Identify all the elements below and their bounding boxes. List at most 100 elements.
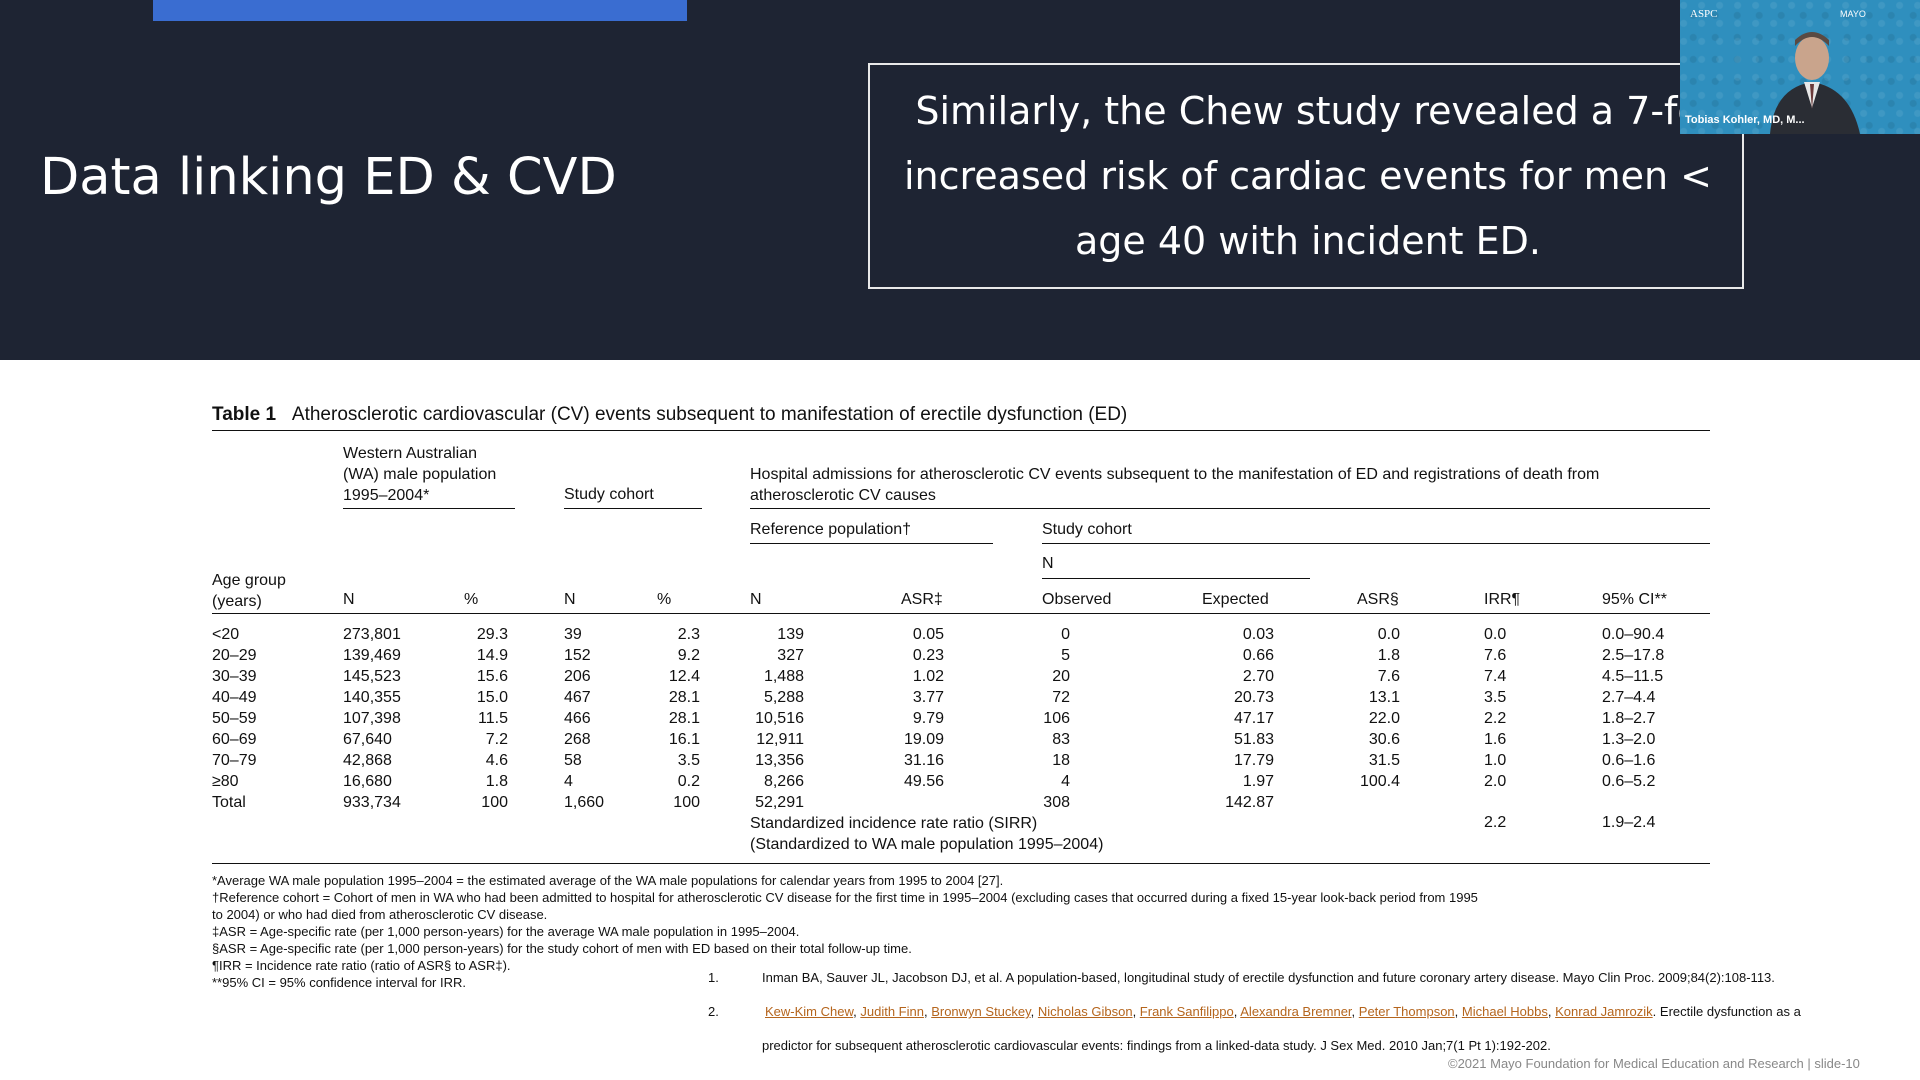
col-header: N (750, 591, 762, 608)
table-cell: 0.05 (912, 626, 944, 643)
table-bottom-rule (212, 863, 1710, 864)
table-cell: 107,398 (343, 710, 401, 727)
table-cell: 47.17 (1233, 710, 1274, 727)
header-wa-population: Western Australian (WA) male population … (343, 443, 496, 506)
table-cell: 1.8 (1377, 647, 1400, 664)
table-cell: 100 (673, 794, 700, 811)
table-cell: 2.2 (1484, 710, 1507, 727)
reference-text: Kew-Kim Chew, Judith Finn, Bronwyn Stuck… (765, 1004, 1801, 1019)
footnote: ¶IRR = Incidence rate ratio (ratio of AS… (212, 958, 511, 973)
table-cell: 2.3 (677, 626, 700, 643)
table-cell: 152 (564, 647, 591, 664)
table-cell: 14.9 (476, 647, 508, 664)
age-group-cell: 30–39 (212, 668, 257, 685)
age-group-cell: 60–69 (212, 731, 257, 748)
table-cell: 327 (777, 647, 804, 664)
table-cell: 0.6–1.6 (1602, 752, 1656, 769)
header-age-group: Age group (years) (212, 570, 286, 612)
col-header: ASR§ (1357, 591, 1399, 608)
author-link[interactable]: Kew-Kim Chew (765, 1004, 854, 1019)
footnote: ‡ASR = Age-specific rate (per 1,000 pers… (212, 924, 800, 939)
author-link[interactable]: Alexandra Bremner (1240, 1004, 1352, 1019)
sirr-label-line: (Standardized to WA male population 1995… (750, 836, 1104, 853)
table-cell: 72 (1052, 689, 1070, 706)
col-header: N (343, 591, 355, 608)
header-hospital-line: Hospital admissions for atherosclerotic … (750, 466, 1600, 483)
table-cell: 28.1 (668, 710, 700, 727)
author-link[interactable]: Bronwyn Stuckey (931, 1004, 1031, 1019)
header-wa-line: (WA) male population (343, 466, 497, 483)
table-cell: 0.2 (677, 773, 700, 790)
footnote: §ASR = Age-specific rate (per 1,000 pers… (212, 941, 912, 956)
participant-avatar (1770, 32, 1860, 134)
col-header: Expected (1202, 591, 1269, 608)
table-caption: Table 1 Atherosclerotic cardiovascular (… (212, 404, 1127, 426)
table-cell: 206 (564, 668, 591, 685)
table-cell: 100 (481, 794, 508, 811)
table-cell: 13.1 (1368, 689, 1400, 706)
header-rule (564, 508, 702, 509)
footnote: †Reference cohort = Cohort of men in WA … (212, 890, 1478, 905)
table-cell: 49.56 (903, 773, 944, 790)
video-participant-tile[interactable]: ASPC MAYO Tobias Kohler, MD, M... (1680, 0, 1920, 134)
author-link[interactable]: Konrad Jamrozik (1555, 1004, 1653, 1019)
table-cell: 83 (1052, 731, 1070, 748)
table-cell: 1.8–2.7 (1602, 710, 1656, 727)
table-cell: 0.66 (1242, 647, 1274, 664)
table-cell: 7.6 (1377, 668, 1400, 685)
table-cell: 16,680 (343, 773, 392, 790)
table-cell: 145,523 (343, 668, 401, 685)
sirr-label: Standardized incidence rate ratio (SIRR)… (750, 813, 1103, 855)
table-cell: 106 (1043, 710, 1070, 727)
author-link[interactable]: Judith Finn (860, 1004, 924, 1019)
age-group-cell: 70–79 (212, 752, 257, 769)
table-cell: 52,291 (755, 794, 804, 811)
col-header: 95% CI** (1602, 591, 1667, 608)
table-cell: 18 (1052, 752, 1070, 769)
table-cell: 273,801 (343, 626, 401, 643)
header-wa-line: 1995–2004* (343, 487, 430, 504)
table-cell: 16.1 (668, 731, 700, 748)
table-cell: 4 (564, 773, 573, 790)
table-cell: 11.5 (478, 710, 508, 727)
table-cell: 100.4 (1359, 773, 1400, 790)
header-rule (1042, 578, 1310, 579)
table-cell: 1,660 (564, 794, 605, 811)
author-link[interactable]: Nicholas Gibson (1037, 1004, 1133, 1019)
table-cell: 12.4 (668, 668, 700, 685)
table-cell: 4.6 (485, 752, 508, 769)
header-wa-line: Western Australian (343, 445, 477, 462)
author-link[interactable]: Peter Thompson (1358, 1004, 1455, 1019)
table-cell: 466 (564, 710, 591, 727)
author-link[interactable]: Michael Hobbs (1461, 1004, 1548, 1019)
table-cell: 1.02 (912, 668, 944, 685)
reference-2-continued: predictor for subsequent atherosclerotic… (762, 1038, 1551, 1053)
footnote: *Average WA male population 1995–2004 = … (212, 873, 1004, 888)
table-cell: 58 (564, 752, 582, 769)
author-link[interactable]: Frank Sanfilippo (1139, 1004, 1234, 1019)
table-top-rule (212, 430, 1710, 431)
table-cell: 39 (564, 626, 582, 643)
table-cell: 3.77 (912, 689, 944, 706)
table-cell: 4 (1061, 773, 1070, 790)
header-rule (343, 508, 515, 509)
table-cell: 10,516 (755, 710, 804, 727)
table-cell: 20.73 (1233, 689, 1274, 706)
header-hospital-admissions: Hospital admissions for atherosclerotic … (750, 464, 1599, 506)
header-study-cohort: Study cohort (564, 486, 654, 503)
footnote: to 2004) or who had died from atheroscle… (212, 907, 548, 922)
age-group-cell: <20 (212, 626, 240, 643)
header-hospital-line: atherosclerotic CV causes (750, 487, 936, 504)
header-n: N (1042, 555, 1054, 572)
table-cell: 0 (1061, 626, 1070, 643)
table-cell: 28.1 (668, 689, 700, 706)
reference-number: 1. (708, 970, 719, 985)
table-cell: 3.5 (677, 752, 700, 769)
table-cell: 467 (564, 689, 591, 706)
reference-2: 2. Kew-Kim Chew, Judith Finn, Bronwyn St… (708, 1004, 1801, 1019)
table-cell: 1,488 (763, 668, 804, 685)
table-cell: 0.0 (1484, 626, 1507, 643)
table-cell: 2.0 (1484, 773, 1507, 790)
table-cell: 0.23 (912, 647, 944, 664)
table-caption-label: Table 1 (212, 404, 277, 425)
